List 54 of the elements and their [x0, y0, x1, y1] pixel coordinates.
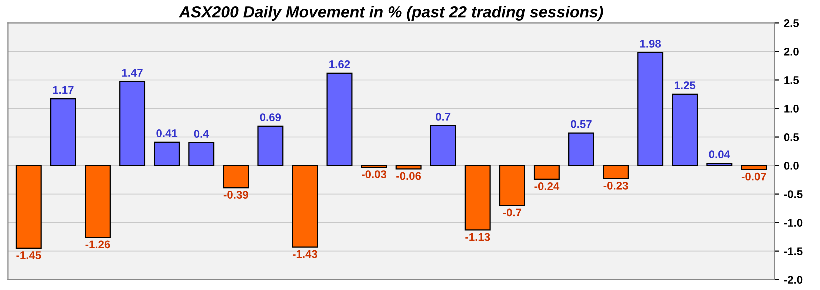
data-label: -0.03 — [362, 170, 387, 178]
data-label: -0.07 — [742, 172, 766, 181]
bar — [568, 132, 594, 166]
bar — [292, 165, 318, 248]
y-tick-label: 2.0 — [784, 48, 799, 56]
data-label: -1.13 — [466, 233, 490, 242]
data-label: -0.24 — [534, 182, 560, 190]
bar — [464, 165, 491, 231]
data-label: 1.47 — [122, 69, 143, 77]
bar — [672, 94, 698, 166]
data-label: -0.06 — [396, 172, 422, 180]
bar — [50, 98, 76, 166]
bar — [499, 165, 526, 206]
data-label: -0.39 — [224, 191, 248, 199]
bar — [188, 142, 215, 166]
data-label: -1.26 — [86, 240, 110, 249]
bar — [741, 165, 768, 170]
data-label: 1.17 — [53, 86, 74, 94]
bar — [85, 165, 111, 238]
bar — [603, 165, 630, 180]
chart-title: ASX200 Daily Movement in % (past 22 trading sessions) — [179, 6, 604, 21]
y-tick-label: -0.5 — [784, 190, 803, 198]
bar — [638, 52, 664, 166]
data-label: -0.7 — [503, 208, 522, 217]
data-label: -1.43 — [292, 250, 318, 258]
y-tick-label: -2.0 — [784, 276, 803, 284]
y-tick-label: 2.5 — [784, 19, 800, 28]
data-label: 0.41 — [156, 130, 178, 138]
data-label: -0.23 — [604, 182, 628, 190]
bar — [326, 72, 353, 166]
bar — [534, 165, 560, 180]
y-tick-label: 0.5 — [784, 134, 800, 142]
data-label: 1.62 — [330, 60, 350, 68]
bar — [430, 125, 456, 166]
data-label: 0.69 — [260, 114, 282, 122]
y-tick-label: 0.0 — [784, 162, 799, 170]
data-label: 0.7 — [436, 113, 451, 121]
y-tick-label: -1.5 — [784, 248, 803, 256]
bar — [396, 165, 422, 170]
data-label: 0.4 — [194, 130, 210, 138]
data-label: 1.25 — [674, 82, 696, 90]
bar — [223, 165, 250, 189]
bar — [120, 81, 146, 166]
y-tick-label: 1.5 — [784, 76, 800, 84]
bar — [154, 142, 180, 166]
y-tick-label: -1.0 — [784, 219, 803, 227]
data-label: 1.98 — [640, 40, 662, 48]
y-tick-label: 1.0 — [784, 105, 799, 113]
bar — [706, 162, 733, 166]
data-label: 0.57 — [571, 120, 592, 128]
bar — [258, 126, 284, 166]
bar — [16, 165, 42, 250]
data-label: -1.45 — [16, 252, 42, 260]
data-label: 0.04 — [709, 150, 730, 159]
